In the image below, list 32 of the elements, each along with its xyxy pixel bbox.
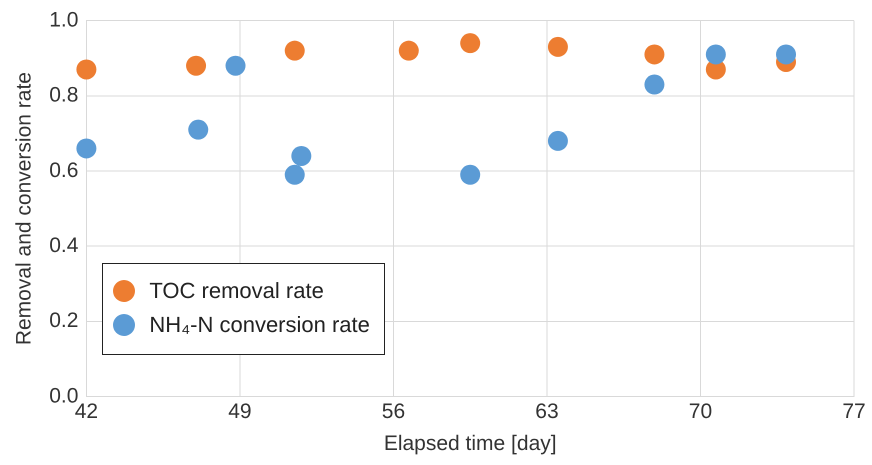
y-tick-label: 0.6	[49, 158, 78, 182]
y-tick-label: 0.2	[49, 309, 78, 332]
point	[460, 33, 480, 54]
y-tick-label: 0.0	[49, 384, 78, 408]
y-tick-label: 0.4	[49, 234, 79, 257]
point	[548, 36, 568, 57]
y-tick-label: 1.0	[49, 8, 78, 32]
point	[284, 40, 305, 61]
point	[76, 138, 96, 158]
point	[186, 56, 206, 76]
point	[644, 44, 664, 64]
y-axis-title: Removal and conversion rate	[12, 72, 36, 346]
point	[188, 120, 208, 140]
point	[76, 59, 96, 80]
point	[548, 130, 568, 151]
x-tick-label: 49	[228, 400, 252, 423]
point	[291, 146, 312, 166]
x-tick-label: 56	[382, 400, 406, 423]
x-tick-label: 77	[842, 400, 866, 423]
x-tick-label: 70	[688, 400, 712, 423]
x-tick-label: 63	[535, 400, 559, 423]
point	[398, 40, 419, 61]
point	[644, 74, 664, 95]
legend-label: TOC removal rate	[149, 278, 324, 304]
point	[460, 164, 480, 185]
legend-label: NH₄-N conversion rate	[149, 312, 370, 338]
point	[706, 44, 726, 64]
point	[226, 56, 246, 76]
point	[284, 164, 305, 185]
point	[776, 44, 796, 64]
y-tick-label: 0.8	[49, 84, 78, 107]
x-axis-title: Elapsed time [day]	[384, 432, 557, 456]
